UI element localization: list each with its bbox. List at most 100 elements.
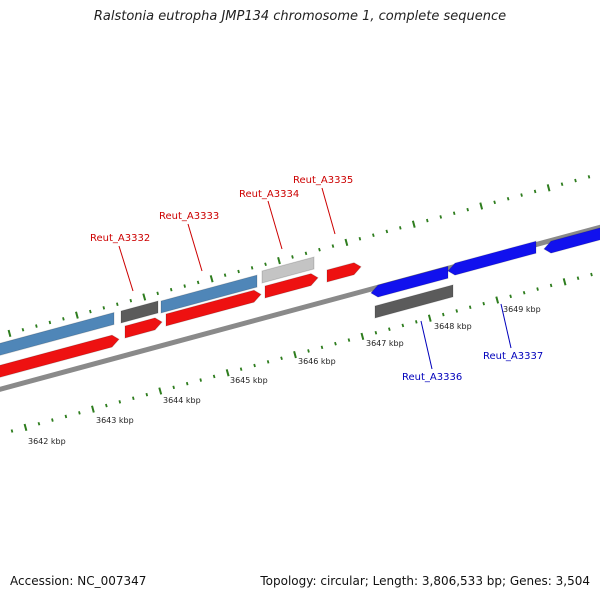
minor-tick [439, 215, 443, 219]
minor-tick [264, 262, 267, 267]
map-title: Ralstonia eutropha JMP134 chromosome 1, … [93, 9, 507, 24]
map-canvas: 3642 kbp 3643 kbp 3644 kbp 3645 kbp 3646 kbp… [0, 175, 600, 446]
minor-tick [105, 403, 108, 408]
minor-tick [509, 294, 512, 299]
gene-label-reut-a3336[interactable]: Reut_A3336 [402, 372, 462, 383]
major-tick [142, 293, 147, 301]
ruler-label: 3645 kbp [230, 376, 268, 385]
gene-label-reut-a3333[interactable]: Reut_A3333 [159, 211, 219, 222]
minor-tick [493, 200, 496, 205]
minor-tick [331, 244, 335, 248]
major-tick [546, 184, 551, 192]
minor-tick [574, 178, 577, 183]
cds-feature-3332[interactable] [124, 317, 163, 339]
minor-tick [533, 189, 537, 194]
gene-feature-3331[interactable] [0, 311, 115, 359]
minor-tick [372, 233, 375, 237]
major-tick [344, 238, 349, 247]
leader-reut-a3335 [321, 187, 336, 235]
minor-tick [482, 301, 485, 306]
minor-tick [506, 196, 510, 201]
minor-tick [358, 236, 362, 241]
major-tick [495, 296, 500, 304]
minor-tick [250, 266, 254, 270]
minor-tick [442, 312, 445, 317]
minor-tick [212, 374, 216, 379]
minor-tick [78, 411, 81, 415]
minor-tick [401, 323, 405, 328]
minor-tick [64, 414, 68, 419]
minor-tick [347, 338, 351, 342]
minor-tick [253, 363, 256, 368]
minor-tick [172, 385, 175, 390]
cds-feature-3335[interactable] [326, 262, 362, 283]
major-tick [7, 329, 12, 337]
minor-tick [304, 251, 308, 256]
leader-reut-a3336 [420, 320, 433, 370]
ruler-track: 3642 kbp 3643 kbp 3644 kbp 3645 kbp 3646 kbp… [10, 272, 593, 446]
outer-tick-track [7, 175, 591, 337]
minor-tick [35, 324, 38, 328]
leader-reut-a3337 [500, 303, 512, 349]
minor-tick [48, 320, 52, 325]
minor-tick [51, 418, 54, 422]
minor-tick [374, 330, 378, 335]
minor-tick [468, 305, 472, 310]
minor-tick [185, 381, 189, 386]
minor-tick [576, 276, 580, 280]
minor-tick [223, 273, 227, 277]
accession-text: Accession: NC_007347 [10, 574, 147, 588]
minor-tick [10, 429, 14, 433]
minor-tick [266, 360, 270, 364]
minor-tick [183, 284, 186, 288]
label-leaders [118, 187, 512, 370]
major-tick [277, 256, 281, 265]
minor-tick [536, 287, 539, 291]
cds-feature-3336[interactable] [370, 265, 449, 298]
gene-label-reut-a3332[interactable]: Reut_A3332 [90, 233, 150, 244]
cds-feature-3337[interactable] [447, 240, 537, 276]
gene-feature-3332[interactable] [120, 300, 159, 324]
gene-feature-3333[interactable] [160, 274, 258, 314]
ruler-label: 3647 kbp [366, 339, 404, 348]
minor-tick [520, 193, 523, 197]
ruler-label: 3642 kbp [28, 437, 66, 446]
minor-tick [549, 283, 553, 288]
gene-feature-3336[interactable] [374, 284, 454, 319]
minor-tick [62, 317, 65, 321]
minor-tick [385, 229, 389, 234]
cds-feature-3334[interactable] [264, 273, 319, 299]
ruler-label: 3648 kbp [434, 322, 472, 331]
leader-reut-a3332 [118, 245, 134, 292]
gene-label-reut-a3334[interactable]: Reut_A3334 [239, 189, 299, 200]
major-tick [293, 350, 297, 359]
minor-tick [320, 345, 324, 350]
major-tick [158, 387, 163, 395]
sequence-summary: Topology: circular; Length: 3,806,533 bp… [260, 574, 590, 588]
cds-feature-3331[interactable] [0, 334, 120, 380]
minor-tick [466, 207, 469, 212]
gene-feature-3334[interactable] [261, 256, 315, 284]
gene-label-reut-a3337[interactable]: Reut_A3337 [483, 351, 543, 362]
major-tick [225, 369, 230, 377]
minor-tick [102, 306, 106, 310]
major-tick [23, 423, 28, 431]
ruler-label: 3643 kbp [96, 416, 134, 425]
major-tick [91, 405, 95, 413]
minor-tick [415, 320, 418, 324]
minor-tick [307, 349, 310, 353]
minor-tick [452, 211, 456, 216]
minor-tick [426, 218, 429, 223]
cds-feature-3338[interactable] [543, 225, 600, 254]
gene-labels: Reut_A3332 Reut_A3333 Reut_A3334 Reut_A3… [90, 175, 543, 383]
major-tick [209, 275, 214, 283]
minor-tick [291, 255, 294, 259]
minor-tick [169, 287, 173, 292]
major-tick [360, 332, 365, 341]
minor-tick [156, 291, 159, 296]
gene-features [0, 225, 600, 380]
minor-tick [118, 400, 122, 404]
cds-feature-3333[interactable] [165, 289, 262, 327]
gene-label-reut-a3335[interactable]: Reut_A3335 [293, 175, 353, 186]
